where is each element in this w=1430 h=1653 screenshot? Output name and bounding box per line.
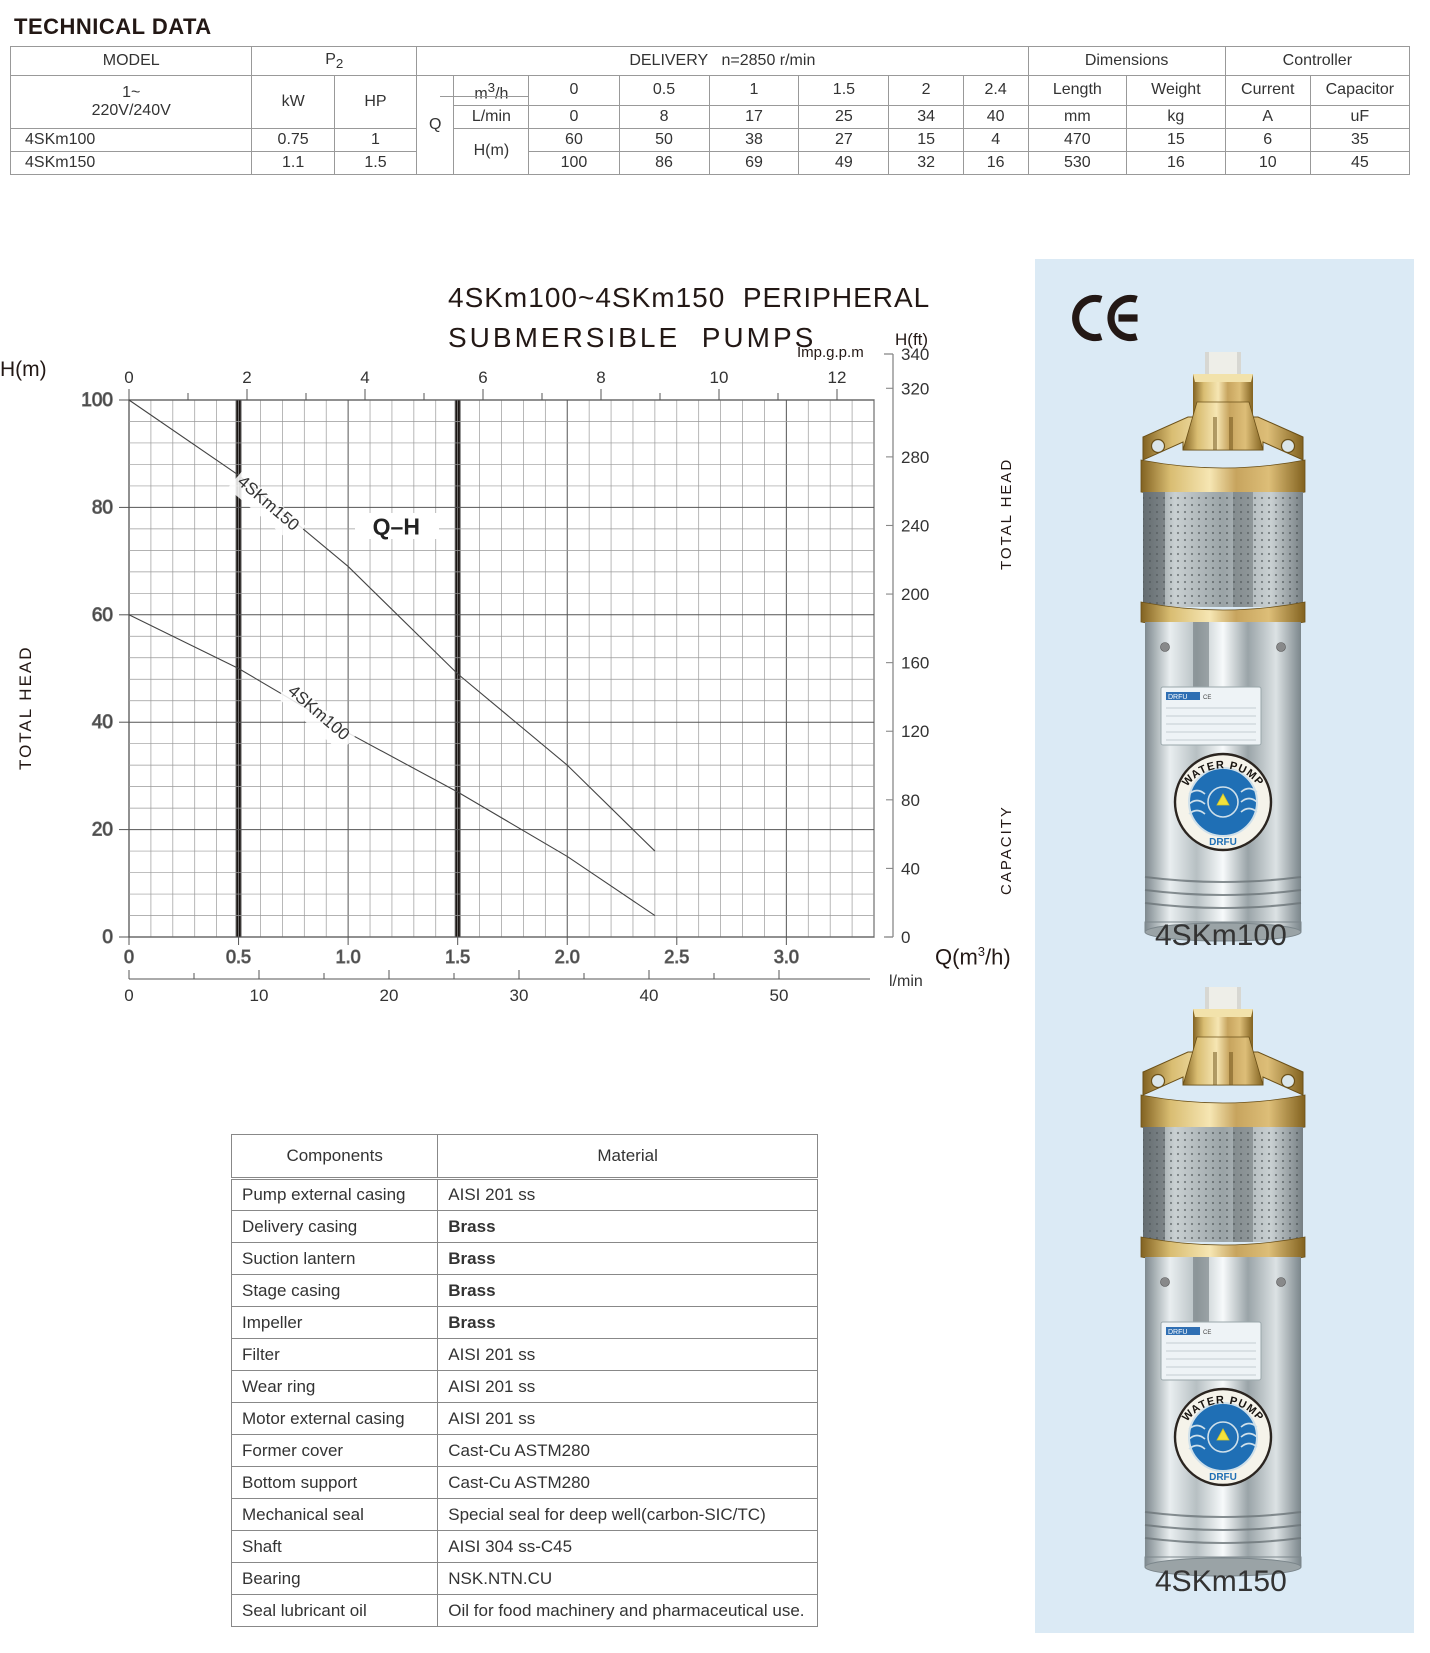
svg-text:20: 20 bbox=[92, 820, 113, 841]
svg-text:0: 0 bbox=[102, 927, 113, 948]
svg-text:2: 2 bbox=[242, 368, 251, 387]
svg-text:320: 320 bbox=[901, 379, 929, 398]
svg-text:1.0: 1.0 bbox=[336, 947, 361, 967]
svg-text:40: 40 bbox=[901, 859, 920, 878]
svg-text:40: 40 bbox=[640, 986, 659, 1005]
svg-text:0: 0 bbox=[124, 368, 133, 387]
svg-text:6: 6 bbox=[478, 368, 487, 387]
svg-text:8: 8 bbox=[596, 368, 605, 387]
svg-text:100: 100 bbox=[81, 390, 113, 411]
svg-text:DRFU: DRFU bbox=[1168, 1329, 1187, 1336]
svg-text:4SKm100: 4SKm100 bbox=[284, 681, 353, 744]
svg-text:CE: CE bbox=[1203, 1330, 1211, 1336]
svg-text:CE: CE bbox=[1203, 695, 1211, 701]
svg-text:DRFU: DRFU bbox=[1209, 1472, 1237, 1483]
svg-text:200: 200 bbox=[901, 585, 929, 604]
svg-text:2.0: 2.0 bbox=[555, 947, 580, 967]
svg-text:10: 10 bbox=[250, 986, 269, 1005]
svg-text:50: 50 bbox=[770, 986, 789, 1005]
svg-text:l/min: l/min bbox=[889, 973, 923, 990]
svg-text:20: 20 bbox=[380, 986, 399, 1005]
svg-text:0: 0 bbox=[124, 986, 133, 1005]
svg-text:DRFU: DRFU bbox=[1168, 694, 1187, 701]
svg-text:80: 80 bbox=[92, 497, 113, 518]
svg-text:80: 80 bbox=[901, 791, 920, 810]
svg-text:4SKm150: 4SKm150 bbox=[234, 472, 303, 535]
svg-text:160: 160 bbox=[901, 654, 929, 673]
svg-text:10: 10 bbox=[710, 368, 729, 387]
svg-text:4: 4 bbox=[360, 368, 369, 387]
svg-text:1.5: 1.5 bbox=[445, 947, 470, 967]
svg-text:280: 280 bbox=[901, 448, 929, 467]
svg-text:0.5: 0.5 bbox=[226, 947, 251, 967]
svg-text:340: 340 bbox=[901, 345, 929, 364]
svg-text:2.5: 2.5 bbox=[664, 947, 689, 967]
svg-text:Q–H: Q–H bbox=[373, 513, 420, 539]
svg-text:3.0: 3.0 bbox=[774, 947, 799, 967]
svg-text:0: 0 bbox=[124, 947, 134, 967]
svg-text:12: 12 bbox=[828, 368, 847, 387]
svg-text:0: 0 bbox=[901, 928, 910, 947]
svg-text:DRFU: DRFU bbox=[1209, 837, 1237, 848]
svg-text:60: 60 bbox=[92, 605, 113, 626]
svg-text:120: 120 bbox=[901, 722, 929, 741]
svg-text:240: 240 bbox=[901, 516, 929, 535]
svg-text:30: 30 bbox=[510, 986, 529, 1005]
svg-text:40: 40 bbox=[92, 712, 113, 733]
